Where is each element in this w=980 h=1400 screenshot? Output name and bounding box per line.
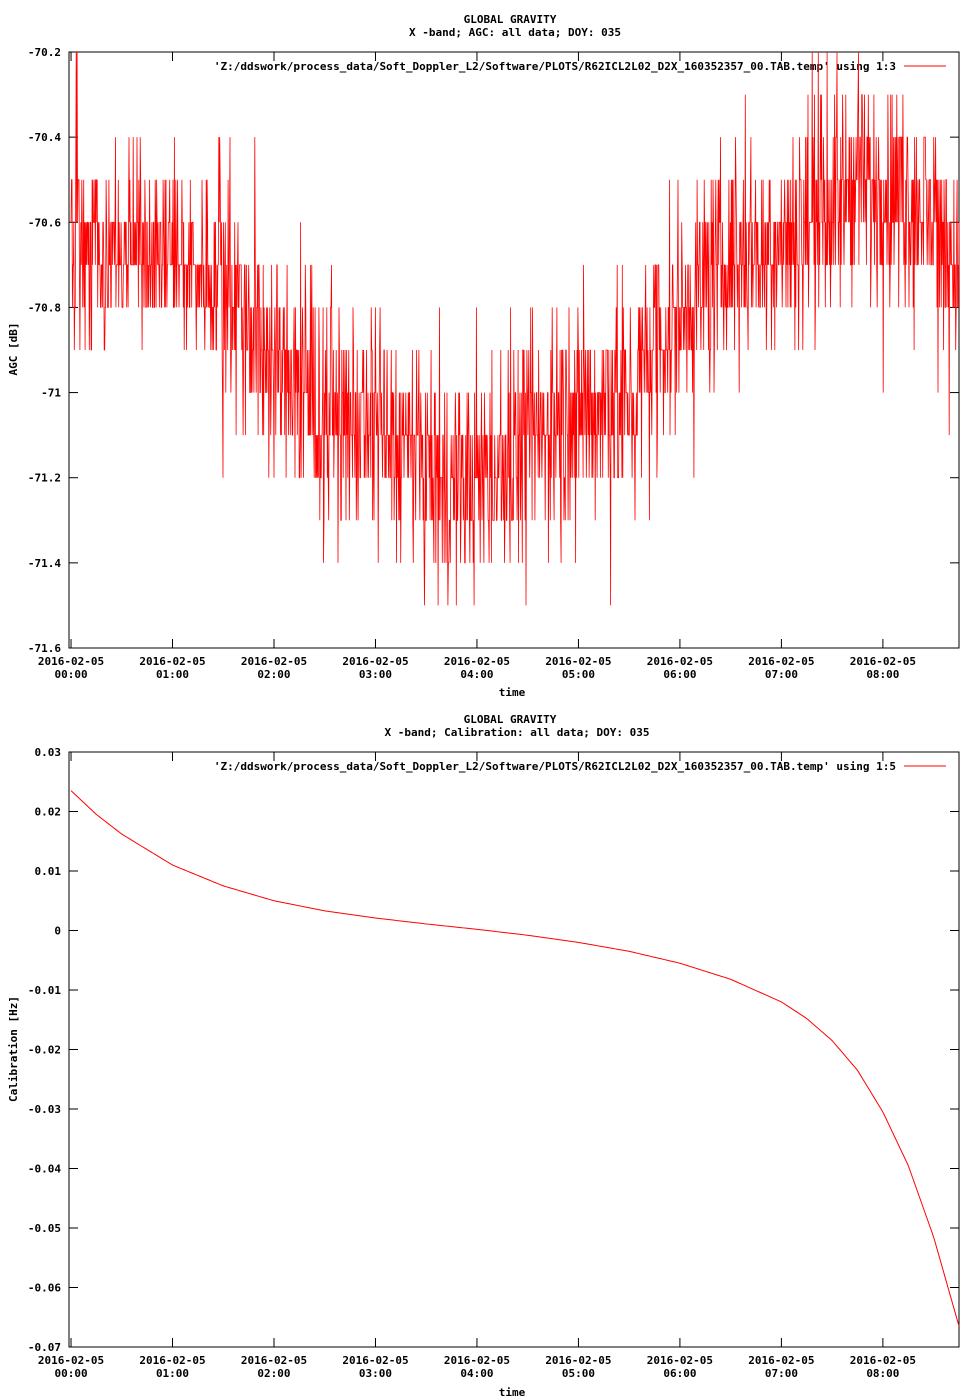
x-axis-label: time <box>499 1386 526 1399</box>
x-tick-label-time: 05:00 <box>562 1367 595 1380</box>
x-tick-label-date: 2016-02-05 <box>38 1354 104 1367</box>
y-tick-label: -0.01 <box>28 984 61 997</box>
x-tick-label-time: 06:00 <box>663 668 696 681</box>
x-tick-label-date: 2016-02-05 <box>647 655 713 668</box>
y-tick-label: 0.01 <box>35 865 62 878</box>
y-axis-label: AGC [dB] <box>7 323 20 376</box>
x-tick-label-time: 08:00 <box>866 1367 899 1380</box>
x-tick-label-time: 08:00 <box>866 668 899 681</box>
chart-title: GLOBAL GRAVITY <box>464 13 557 26</box>
x-tick-label-time: 07:00 <box>765 1367 798 1380</box>
y-tick-label: -0.07 <box>28 1341 61 1354</box>
x-tick-label-date: 2016-02-05 <box>748 655 814 668</box>
x-tick-label-date: 2016-02-05 <box>545 655 611 668</box>
chart-title: GLOBAL GRAVITY <box>464 713 557 726</box>
x-tick-label-date: 2016-02-05 <box>139 655 205 668</box>
x-tick-label-date: 2016-02-05 <box>545 1354 611 1367</box>
chart-subtitle: X -band; AGC: all data; DOY: 035 <box>409 26 621 39</box>
x-tick-label-time: 01:00 <box>156 668 189 681</box>
y-tick-label: -71.4 <box>28 557 61 570</box>
x-tick-label-date: 2016-02-05 <box>139 1354 205 1367</box>
y-axis-label: Calibration [Hz] <box>7 996 20 1102</box>
x-tick-label-time: 03:00 <box>359 1367 392 1380</box>
y-tick-label: -0.04 <box>28 1163 61 1176</box>
series-line-agc <box>70 51 960 606</box>
agc-chart: GLOBAL GRAVITY X -band; AGC: all data; D… <box>7 13 960 699</box>
y-tick-label: -70.6 <box>28 216 61 229</box>
chart-subtitle: X -band; Calibration: all data; DOY: 035 <box>385 726 650 739</box>
y-tick-label: 0 <box>54 925 61 938</box>
x-tick-label-date: 2016-02-05 <box>38 655 104 668</box>
x-tick-label-time: 01:00 <box>156 1367 189 1380</box>
x-tick-label-date: 2016-02-05 <box>444 1354 510 1367</box>
x-tick-label-time: 03:00 <box>359 668 392 681</box>
x-tick-label-date: 2016-02-05 <box>342 1354 408 1367</box>
y-tick-label: -0.02 <box>28 1044 61 1057</box>
plot-frame <box>68 751 960 1348</box>
x-tick-label-date: 2016-02-05 <box>850 655 916 668</box>
x-tick-label-date: 2016-02-05 <box>850 1354 916 1367</box>
x-tick-label-date: 2016-02-05 <box>241 655 307 668</box>
y-tick-label: -70.8 <box>28 301 61 314</box>
x-tick-label-time: 05:00 <box>562 668 595 681</box>
x-tick-label-date: 2016-02-05 <box>241 1354 307 1367</box>
x-tick-label-time: 02:00 <box>257 668 290 681</box>
x-tick-label-date: 2016-02-05 <box>444 655 510 668</box>
x-tick-label-date: 2016-02-05 <box>342 655 408 668</box>
x-tick-label-time: 00:00 <box>54 668 87 681</box>
x-tick-label-time: 07:00 <box>765 668 798 681</box>
y-tick-label: 0.02 <box>35 806 62 819</box>
y-tick-label: -71.2 <box>28 472 61 485</box>
y-tick-label: -71 <box>41 387 61 400</box>
y-tick-label: 0.03 <box>35 746 62 759</box>
y-tick-label: -0.06 <box>28 1282 61 1295</box>
x-tick-label-time: 00:00 <box>54 1367 87 1380</box>
series-line-calibration <box>70 790 960 1327</box>
x-tick-label-date: 2016-02-05 <box>647 1354 713 1367</box>
y-tick-label: -0.05 <box>28 1222 61 1235</box>
x-tick-label-time: 04:00 <box>460 1367 493 1380</box>
y-tick-label: -70.4 <box>28 131 61 144</box>
y-tick-label: -71.6 <box>28 642 61 655</box>
x-tick-label-date: 2016-02-05 <box>748 1354 814 1367</box>
legend-label: 'Z:/ddswork/process_data/Soft_Doppler_L2… <box>214 760 896 773</box>
y-tick-label: -70.2 <box>28 46 61 59</box>
y-tick-label: -0.03 <box>28 1103 61 1116</box>
x-tick-label-time: 04:00 <box>460 668 493 681</box>
x-tick-label-time: 06:00 <box>663 1367 696 1380</box>
legend-label: 'Z:/ddswork/process_data/Soft_Doppler_L2… <box>214 60 896 73</box>
plot-frame <box>68 51 960 649</box>
x-tick-label-time: 02:00 <box>257 1367 290 1380</box>
x-axis-label: time <box>499 686 526 699</box>
calibration-chart: GLOBAL GRAVITY X -band; Calibration: all… <box>7 713 960 1399</box>
